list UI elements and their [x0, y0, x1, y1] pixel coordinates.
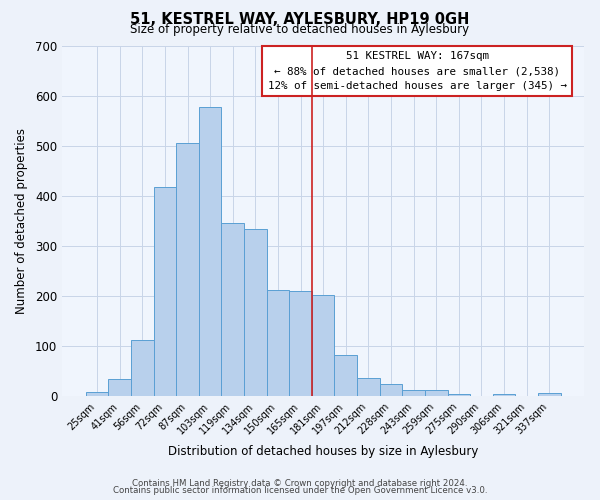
- Bar: [86, 392, 109, 396]
- Bar: [289, 291, 312, 397]
- Text: Contains public sector information licensed under the Open Government Licence v3: Contains public sector information licen…: [113, 486, 487, 495]
- X-axis label: Distribution of detached houses by size in Aylesbury: Distribution of detached houses by size …: [168, 444, 478, 458]
- Text: 51, KESTREL WAY, AYLESBURY, HP19 0GH: 51, KESTREL WAY, AYLESBURY, HP19 0GH: [130, 12, 470, 26]
- Bar: [334, 356, 357, 397]
- Bar: [448, 394, 470, 396]
- Bar: [244, 229, 266, 396]
- Bar: [199, 107, 221, 397]
- Y-axis label: Number of detached properties: Number of detached properties: [15, 128, 28, 314]
- Bar: [154, 187, 176, 396]
- Bar: [493, 394, 515, 396]
- Bar: [425, 390, 448, 396]
- Bar: [176, 142, 199, 396]
- Bar: [312, 294, 334, 396]
- Bar: [266, 290, 289, 397]
- Bar: [380, 384, 403, 396]
- Text: Size of property relative to detached houses in Aylesbury: Size of property relative to detached ho…: [130, 22, 470, 36]
- Bar: [357, 378, 380, 396]
- Bar: [538, 393, 560, 396]
- Text: Contains HM Land Registry data © Crown copyright and database right 2024.: Contains HM Land Registry data © Crown c…: [132, 478, 468, 488]
- Bar: [221, 223, 244, 396]
- Bar: [131, 340, 154, 396]
- Bar: [403, 390, 425, 396]
- Bar: [109, 379, 131, 396]
- Text: 51 KESTREL WAY: 167sqm
← 88% of detached houses are smaller (2,538)
12% of semi-: 51 KESTREL WAY: 167sqm ← 88% of detached…: [268, 52, 566, 91]
